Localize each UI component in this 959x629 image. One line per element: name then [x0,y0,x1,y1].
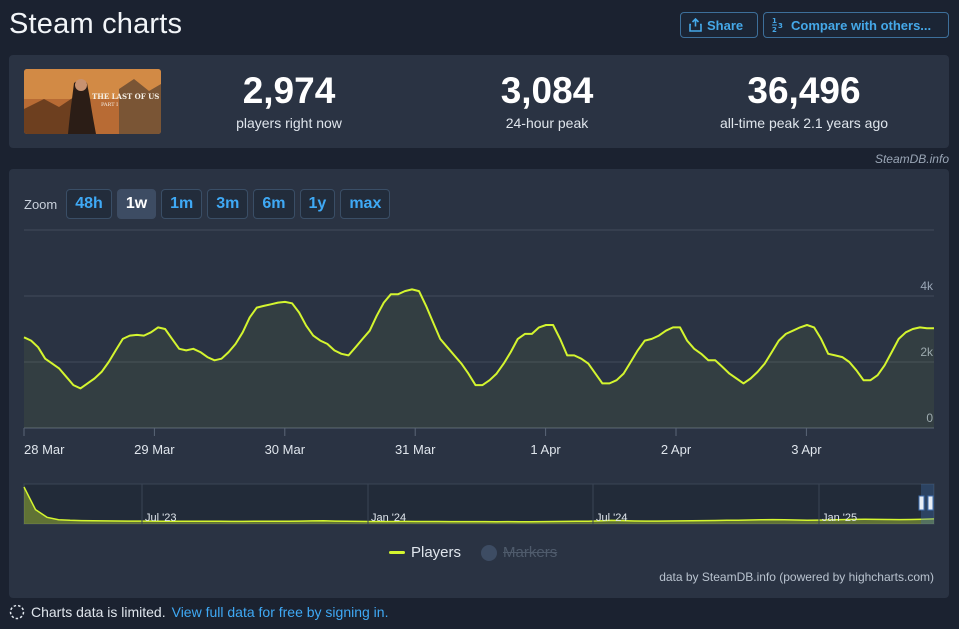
stat-value: 2,974 [242,70,336,111]
compare-button[interactable]: 1 3 2 Compare with others... [763,12,949,38]
svg-text:2: 2 [772,26,777,33]
chart-legend: Players Markers [389,544,557,561]
share-button[interactable]: Share [680,12,758,38]
navigator-handle-right [927,495,934,511]
zoom-1w-button[interactable]: 1w [116,189,157,219]
navigator-frame [23,483,935,525]
players-chart[interactable]: 0 2k 4k 28 Mar 29 Mar 30 Mar 31 Mar 1 Apr 2 Apr 3… [9,169,949,598]
navigator-tick-label: Jan '24 [371,512,406,524]
stat-24h-peak: 3,084 24-hour peak [422,70,672,132]
series-area-players [24,289,934,428]
stat-current-players: 2,974 players right now [164,70,414,132]
y-tick-label: 2k [920,345,934,359]
navigator-tick-label: Jan '25 [822,512,857,524]
zoom-3m-button[interactable]: 3m [207,189,249,219]
navigator-tick-label: Jul '24 [596,512,627,524]
x-tick-label: 29 Mar [134,442,175,457]
svg-text:THE LAST OF US: THE LAST OF US [92,92,159,101]
x-tick-label: 2 Apr [661,442,692,457]
game-thumbnail[interactable]: THE LAST OF US PART I [24,69,161,134]
compare-label: Compare with others... [791,17,932,33]
stat-value: 36,496 [747,70,861,111]
legend-players-label: Players [411,544,462,561]
legend-players-swatch [389,551,405,554]
chart-panel: Zoom 48h 1w 1m 3m 6m 1y max 0 2k 4k 28 Mar 2… [9,169,949,598]
page-title: Steam charts [9,8,183,40]
share-label: Share [707,17,744,33]
share-icon [689,18,702,32]
x-tick-label: 30 Mar [265,442,306,457]
game-art: THE LAST OF US PART I [24,69,161,134]
limited-notice: Charts data is limited. [31,604,166,620]
compare-icon: 1 3 2 [772,17,783,33]
svg-text:PART I: PART I [101,102,118,108]
steamdb-credit[interactable]: SteamDB.info [874,152,949,166]
zoom-6m-button[interactable]: 6m [253,189,295,219]
x-tick-label: 28 Mar [24,442,65,457]
navigator-tick-label: Jul '23 [145,512,176,524]
legend-players[interactable]: Players [389,544,461,561]
stats-panel: THE LAST OF US PART I 2,974 players righ… [9,55,949,148]
y-tick-label: 4k [920,279,934,293]
zoom-1y-button[interactable]: 1y [299,189,336,219]
header: Steam charts Share 1 3 2 Compare with ot… [0,0,959,52]
legend-markers[interactable]: Markers [481,544,557,561]
svg-text:1: 1 [772,17,777,25]
stat-value: 3,084 [500,70,594,111]
legend-markers-swatch [481,544,498,561]
dashed-circle-icon [9,604,25,620]
stat-label: all-time peak 2.1 years ago [719,115,889,131]
x-tick-label: 3 Apr [791,442,822,457]
zoom-48h-button[interactable]: 48h [66,189,112,219]
zoom-controls: Zoom 48h 1w 1m 3m 6m 1y max [24,189,391,219]
zoom-max-button[interactable]: max [340,189,391,219]
footer-notice: Charts data is limited. View full data f… [9,604,388,620]
series-line-players [23,288,934,390]
x-tick-label: 1 Apr [530,442,561,457]
stat-label: 24-hour peak [505,115,589,131]
stat-label: players right now [236,115,342,131]
x-tick-label: 31 Mar [395,442,436,457]
sign-in-link[interactable]: View full data for free by signing in. [171,604,389,620]
y-tick-label: 0 [926,411,933,425]
navigator-line [23,486,935,523]
zoom-label: Zoom [24,196,58,212]
zoom-1m-button[interactable]: 1m [161,189,203,219]
navigator-handle-left [918,495,925,511]
powered-by: data by SteamDB.info (powered by highcha… [659,570,934,584]
svg-text:3: 3 [778,22,783,30]
legend-markers-label: Markers [503,544,558,561]
stat-all-time-peak: 36,496 all-time peak 2.1 years ago [679,70,929,132]
